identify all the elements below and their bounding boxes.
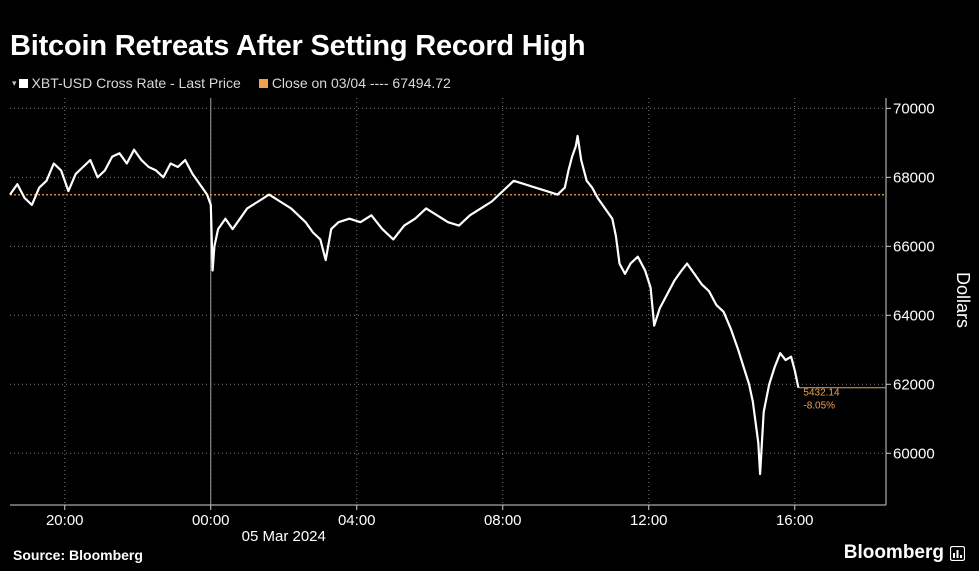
x-tick-label: 00:00 [192,512,230,529]
y-tick-label: 70000 [893,100,935,117]
chart-bars-icon [950,545,965,561]
last-change-label: -8.05% [803,401,835,412]
y-tick-label: 64000 [893,307,935,324]
legend-series-swatch [18,78,28,88]
y-tick-label: 62000 [893,376,935,393]
x-tick-label: 20:00 [46,512,84,529]
price-series-line [9,134,800,476]
brand-name: Bloomberg [843,542,944,563]
x-tick-label: 12:00 [630,512,668,529]
x-date-label: 05 Mar 2024 [242,528,326,545]
legend-marker-icon: ▾ [12,77,17,88]
x-tick-label: 04:00 [338,512,376,529]
last-value-label: 5432.14 [803,388,840,399]
chart-title: Bitcoin Retreats After Setting Record Hi… [10,30,586,62]
y-tick-label: 60000 [893,445,935,462]
x-tick-label: 08:00 [484,512,522,529]
brand-logo: Bloomberg [844,542,965,564]
y-tick-label: 68000 [893,169,935,186]
legend-close-swatch [258,78,268,88]
legend-close-label: Close on 03/04 ---- 67494.72 [271,75,451,91]
y-tick-label: 66000 [893,238,935,255]
source-note: Source: Bloomberg [13,547,143,563]
legend-close: Close on 03/04 ---- 67494.72 [258,75,451,91]
x-tick-label: 16:00 [776,512,814,529]
y-axis-title: Dollars [953,272,973,328]
legend-series-label: XBT-USD Cross Rate - Last Price [31,75,241,91]
legend: ▾ XBT-USD Cross Rate - Last Price Close … [12,75,469,91]
legend-series: ▾ XBT-USD Cross Rate - Last Price [12,75,241,91]
